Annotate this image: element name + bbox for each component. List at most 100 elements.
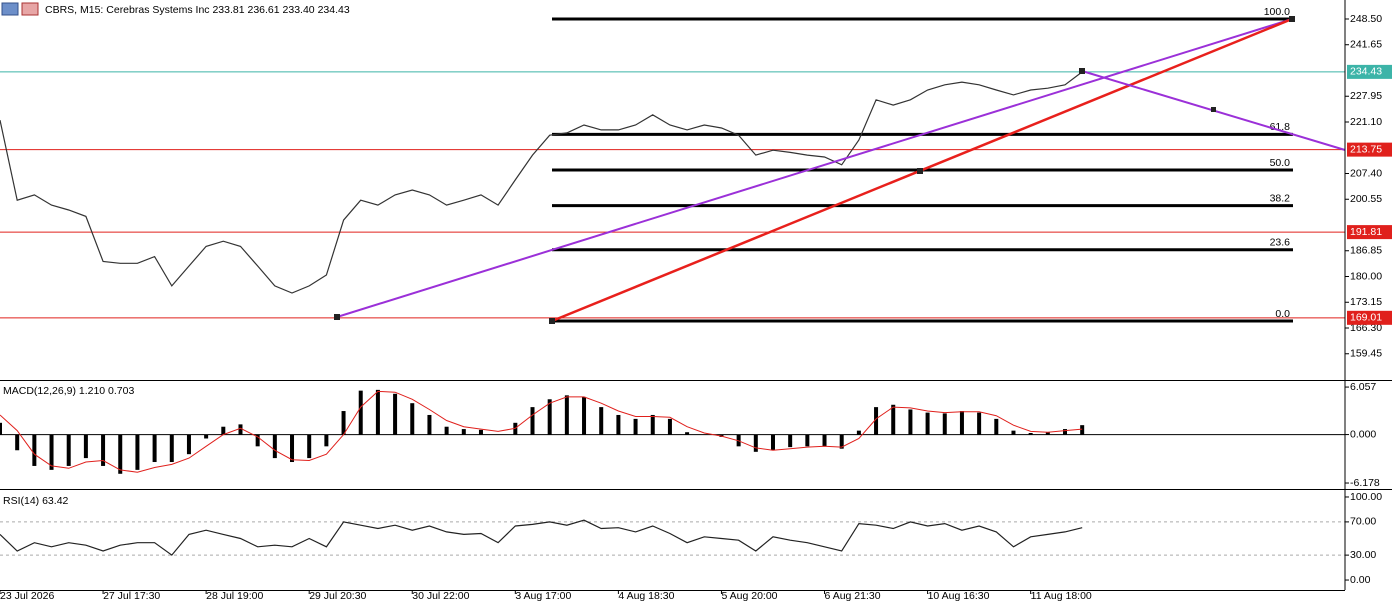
histogram-bar xyxy=(169,434,174,463)
drawings xyxy=(1,2,1346,324)
histogram-bar xyxy=(221,426,226,435)
anchor xyxy=(1079,68,1085,74)
icon xyxy=(21,2,39,16)
histogram-bar xyxy=(135,434,140,470)
histogram-bar xyxy=(856,430,861,435)
histogram-bar xyxy=(410,403,415,435)
price-label: 191.81 xyxy=(1350,226,1382,238)
histogram-bar xyxy=(530,407,535,435)
y-tick-label: 0.000 xyxy=(1350,428,1376,440)
x-tick-label: 28 Jul 19:00 xyxy=(206,590,263,602)
histogram-bar xyxy=(564,395,569,435)
histogram-bar xyxy=(925,412,930,435)
histogram-bar xyxy=(375,389,380,435)
price-label: 213.75 xyxy=(1350,143,1382,155)
histogram-bar xyxy=(324,434,329,447)
y-tick-label: 6.057 xyxy=(1350,381,1376,393)
histogram-bar xyxy=(341,411,346,435)
histogram-bar xyxy=(650,414,655,435)
y-tick-label: 100.00 xyxy=(1350,491,1382,503)
histogram-bar xyxy=(393,393,398,435)
x-tick-label: 30 Jul 22:00 xyxy=(412,590,469,602)
price-label: 234.43 xyxy=(1350,66,1382,78)
y-tick-label: 241.65 xyxy=(1350,39,1382,51)
y-tick-label: 186.85 xyxy=(1350,245,1382,257)
histogram-bar xyxy=(152,434,157,463)
y-tick-label: 173.15 xyxy=(1350,296,1382,308)
histogram-bar xyxy=(83,434,88,459)
histogram-bar xyxy=(427,414,432,435)
histogram-bar xyxy=(1080,425,1085,435)
x-tick-label: 10 Aug 16:30 xyxy=(928,590,990,602)
fib-label: 50.0 xyxy=(1270,157,1291,169)
y-tick-label: 30.00 xyxy=(1350,549,1376,561)
y-tick-label: 227.95 xyxy=(1350,90,1382,102)
price-label: 169.01 xyxy=(1350,312,1382,324)
histogram-bar xyxy=(49,434,54,470)
histogram-bar xyxy=(977,412,982,435)
plot-area: CBRS, M15: Cerebras Systems Inc 233.81 2… xyxy=(0,4,1382,586)
histogram-bar xyxy=(1045,432,1050,435)
fib-label: 0.0 xyxy=(1275,308,1290,320)
histogram-bar xyxy=(1028,433,1033,435)
histogram-bar xyxy=(891,404,896,435)
x-tick-label: 3 Aug 17:00 xyxy=(515,590,571,602)
icon xyxy=(1,2,19,16)
y-tick-label: -6.178 xyxy=(1350,477,1380,489)
histogram-bar xyxy=(0,422,2,435)
x-tick-label: 27 Jul 17:30 xyxy=(103,590,160,602)
y-tick-label: 159.45 xyxy=(1350,348,1382,360)
data-line xyxy=(0,519,1083,556)
chart-title: RSI(14) 63.42 xyxy=(3,495,69,507)
histogram-bar xyxy=(101,434,106,466)
price-label-box xyxy=(1347,310,1392,325)
data-line xyxy=(0,71,1083,294)
y-tick-label: 180.00 xyxy=(1350,270,1382,282)
y-tick-label: 200.55 xyxy=(1350,193,1382,205)
histogram-bar xyxy=(839,434,844,449)
histogram-bar xyxy=(358,390,363,435)
histogram-bar xyxy=(444,426,449,435)
x-tick-label: 5 Aug 20:00 xyxy=(721,590,777,602)
price-label-box xyxy=(1347,225,1392,240)
histogram-bar xyxy=(788,434,793,448)
histogram-bar xyxy=(994,418,999,435)
histogram-bar xyxy=(478,429,483,435)
histogram-bar xyxy=(66,434,71,466)
fib-label: 61.8 xyxy=(1270,121,1291,133)
histogram-bar xyxy=(822,434,827,447)
y-tick-label: 221.10 xyxy=(1350,116,1382,128)
histogram-bar xyxy=(255,434,260,447)
fib-label: 38.2 xyxy=(1270,192,1291,204)
x-tick-label: 23 Jul 2026 xyxy=(0,590,54,602)
anchor xyxy=(549,318,555,324)
histogram-bar xyxy=(461,429,466,435)
anchor xyxy=(1289,16,1295,22)
data-line xyxy=(0,390,1083,473)
histogram-bar xyxy=(616,414,621,435)
histogram-bar xyxy=(118,434,123,474)
trend-line xyxy=(336,18,1293,318)
histogram-bar xyxy=(238,424,243,435)
histogram-bar xyxy=(204,434,209,439)
anchor xyxy=(917,168,923,174)
fib-label: 23.6 xyxy=(1270,237,1291,249)
histogram-bar xyxy=(1011,430,1016,435)
histogram-bar xyxy=(1063,429,1068,435)
histogram-bar xyxy=(667,418,672,435)
histogram-bar xyxy=(805,434,810,447)
chart-title: CBRS, M15: Cerebras Systems Inc 233.81 2… xyxy=(45,4,350,16)
x-tick-label: 6 Aug 21:30 xyxy=(825,590,881,602)
histogram-bar xyxy=(599,407,604,435)
histogram-bar xyxy=(959,411,964,435)
price-label-box xyxy=(1347,64,1392,79)
y-tick-label: 248.50 xyxy=(1350,13,1382,25)
histogram-bar xyxy=(547,399,552,435)
histogram-bar xyxy=(770,434,775,451)
x-tick-label: 29 Jul 20:30 xyxy=(309,590,366,602)
histogram-bar xyxy=(32,434,37,466)
price-label-box xyxy=(1347,142,1392,157)
histogram-bar xyxy=(582,396,587,435)
